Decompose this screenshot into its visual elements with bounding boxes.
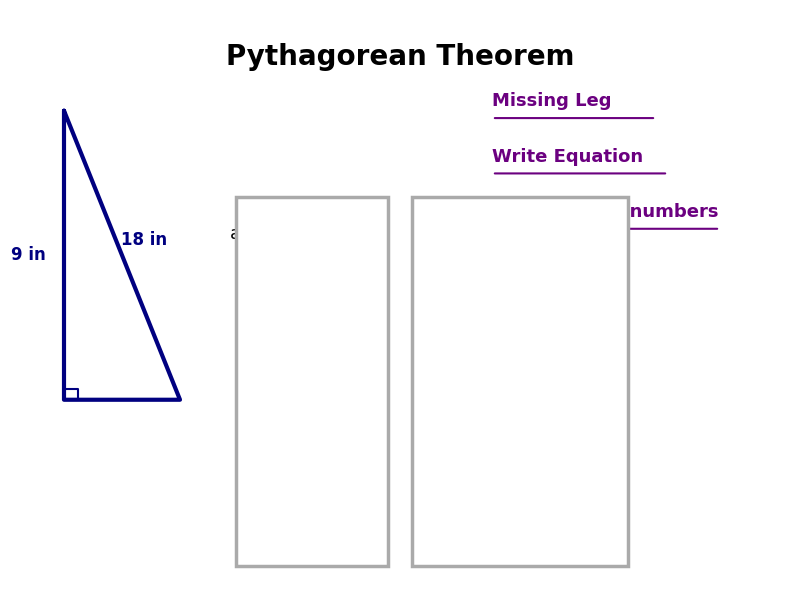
FancyBboxPatch shape [412,197,628,566]
FancyBboxPatch shape [236,197,388,566]
Text: Pythagorean Theorem: Pythagorean Theorem [226,43,574,71]
Text: Substitute in numbers: Substitute in numbers [492,203,718,221]
Text: Missing Leg: Missing Leg [492,92,611,111]
Text: Write Equation: Write Equation [492,148,643,166]
Text: a² + b² = c²: a² + b² = c² [230,224,338,243]
Text: 18 in: 18 in [122,231,167,249]
Text: 9 in: 9 in [10,246,46,264]
